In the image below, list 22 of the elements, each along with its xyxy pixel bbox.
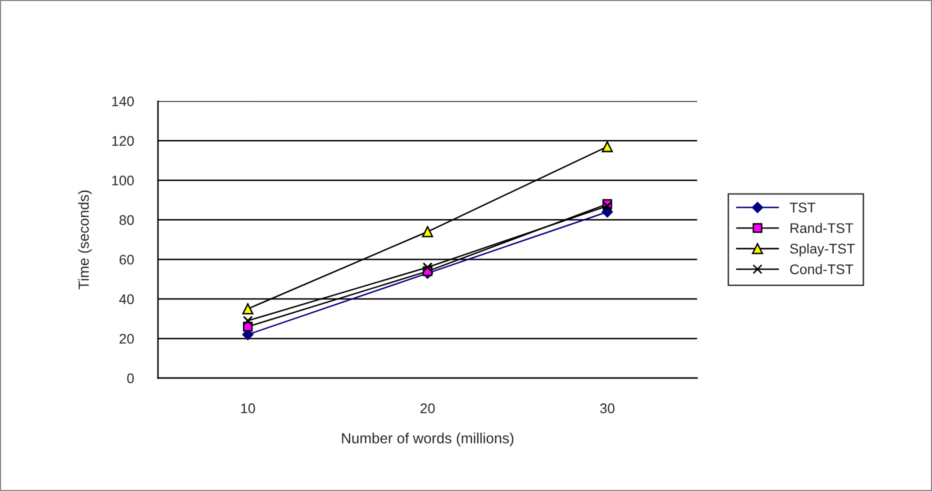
legend-label: Rand-TST: [790, 222, 854, 234]
y-tick-label: 100: [112, 176, 134, 186]
x-tick-label: 30: [600, 403, 614, 414]
point: [242, 316, 253, 326]
point: [602, 141, 613, 152]
legend-label: Cond-TST: [790, 264, 854, 274]
y-tick-label: 0: [127, 373, 134, 384]
y-tick-label: 40: [119, 294, 134, 304]
legend-label: TST: [790, 202, 816, 212]
point: [242, 303, 254, 314]
y-tick-label: 60: [120, 254, 134, 265]
x-tick-label: 20: [420, 403, 435, 414]
legend-label: Splay-TST: [790, 243, 855, 256]
y-tick-label: 120: [112, 136, 134, 146]
x-tick-label: 10: [241, 403, 256, 414]
y-tick-label: 20: [120, 334, 134, 344]
y-axis-title: Time (seconds): [78, 190, 92, 290]
point: [422, 262, 433, 272]
y-tick-label: 140: [112, 96, 134, 106]
point: [422, 226, 434, 238]
x-axis-title: Number of words (millions): [342, 432, 514, 446]
y-tick-label: 80: [120, 215, 134, 225]
